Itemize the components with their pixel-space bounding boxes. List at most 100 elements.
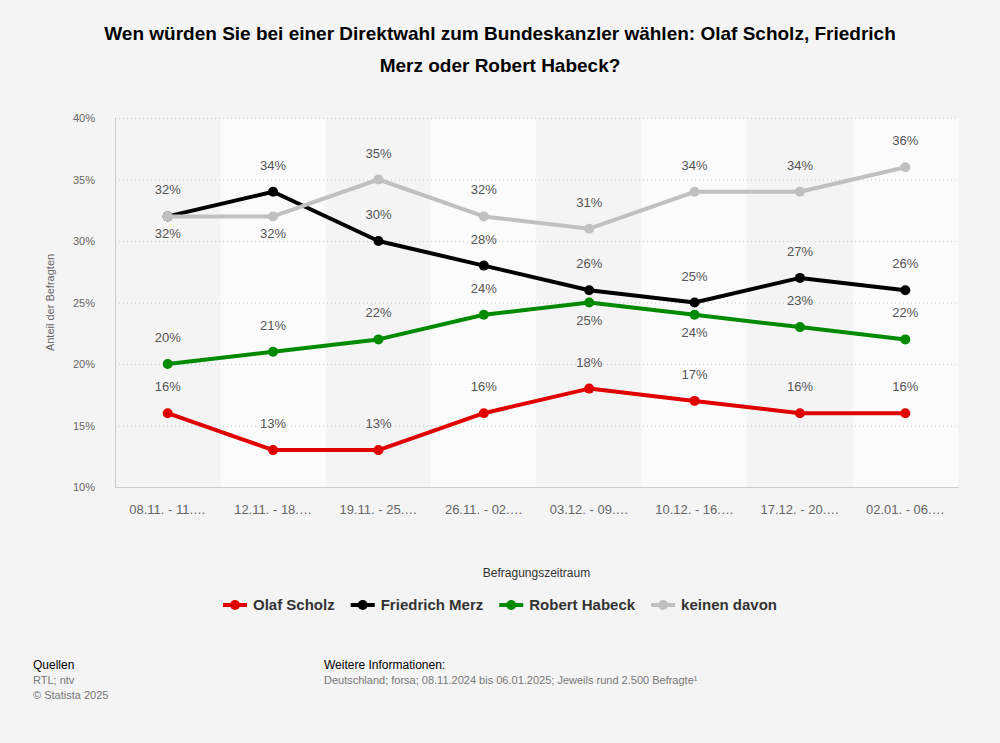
point — [690, 187, 700, 197]
chart: Wen würden Sie bei einer Direktwahl zum … — [0, 0, 1000, 743]
y-axis-title: Anteil der Befragten — [44, 254, 56, 351]
footer: QuellenRTL; ntv© Statista 2025Weitere In… — [33, 658, 698, 701]
data-label: 32% — [155, 226, 181, 241]
legend-item: Friedrich Merz — [351, 596, 484, 613]
data-label: 21% — [260, 318, 286, 333]
point — [268, 347, 278, 357]
data-label: 18% — [576, 355, 602, 370]
legend-item: Olaf Scholz — [223, 596, 335, 613]
x-tick-label: 26.11. - 02.… — [445, 502, 523, 517]
data-label: 30% — [365, 207, 391, 222]
legend-label: Robert Habeck — [529, 596, 636, 613]
grid-line — [115, 426, 958, 427]
legend-marker — [358, 600, 368, 610]
line — [168, 192, 906, 303]
data-label: 32% — [155, 182, 181, 197]
x-axis: 08.11. - 11.… 12.11. - 18.… 19.11. - 25.… 2… — [116, 487, 959, 517]
grid-line — [115, 487, 958, 488]
point — [268, 211, 278, 221]
data-label: 16% — [892, 379, 918, 394]
x-tick: 26.11. - 02.… — [445, 487, 523, 517]
point — [795, 187, 805, 197]
data-label: 24% — [682, 325, 708, 340]
y-tick: 25% — [73, 297, 958, 309]
data-label: 32% — [471, 182, 497, 197]
y-tick-label: 10% — [73, 481, 95, 493]
line — [168, 303, 906, 365]
x-tick: 17.12. - 20.… — [761, 487, 840, 517]
line — [168, 389, 906, 451]
x-tick-label: 17.12. - 20.… — [761, 502, 840, 517]
point — [690, 310, 700, 320]
band — [220, 118, 325, 487]
title-line: Merz oder Robert Habeck? — [380, 55, 621, 76]
line — [168, 167, 906, 229]
y-tick: 30% — [73, 235, 958, 247]
point — [268, 187, 278, 197]
x-axis-line — [116, 487, 959, 488]
data-label: 13% — [260, 416, 286, 431]
x-tick: 03.12. - 09.… — [550, 487, 629, 517]
y-tick-label: 25% — [73, 297, 95, 309]
legend-label: Friedrich Merz — [381, 596, 484, 613]
x-tick-label: 10.12. - 16.… — [655, 502, 734, 517]
data-label: 22% — [892, 305, 918, 320]
data-label: 24% — [471, 281, 497, 296]
data-label: 16% — [155, 379, 181, 394]
grid-line — [115, 364, 958, 365]
legend-item: Robert Habeck — [499, 596, 636, 613]
x-tick-label: 19.11. - 25.… — [340, 502, 418, 517]
legend-label: keinen davon — [681, 596, 777, 613]
point — [163, 211, 173, 221]
grid-line — [115, 303, 958, 304]
x-tick-label: 08.11. - 11.… — [129, 502, 206, 517]
source: RTL; ntv — [33, 674, 75, 686]
info: Deutschland; forsa; 08.11.2024 bis 06.01… — [324, 674, 698, 686]
band — [853, 118, 958, 487]
point — [479, 310, 489, 320]
bands — [115, 118, 958, 487]
info-title: Weitere Informationen: — [324, 658, 445, 672]
point — [479, 261, 489, 271]
data-label: 27% — [787, 244, 813, 259]
point — [690, 396, 700, 406]
legend-marker — [506, 600, 516, 610]
series — [163, 298, 911, 370]
point — [900, 285, 910, 295]
data-label: 31% — [576, 195, 602, 210]
data-labels: 16%32%20%32%13%34%21%32%13%30%22%35%16%2… — [155, 133, 919, 431]
y-tick-label: 40% — [73, 112, 95, 124]
data-label: 26% — [892, 256, 918, 271]
point — [584, 298, 594, 308]
y-tick-label: 15% — [73, 420, 95, 432]
point — [373, 236, 383, 246]
point — [373, 445, 383, 455]
y-tick: 10% — [73, 481, 958, 493]
data-label: 17% — [682, 367, 708, 382]
band — [537, 118, 642, 487]
x-axis-title: Befragungszeitraum — [483, 566, 590, 580]
title: Wen würden Sie bei einer Direktwahl zum … — [104, 23, 896, 76]
data-label: 22% — [365, 305, 391, 320]
title-line: Wen würden Sie bei einer Direktwahl zum … — [104, 23, 896, 44]
source-title: Quellen — [33, 658, 74, 672]
x-tick-label: 02.01. - 06.… — [866, 502, 945, 517]
legend: Olaf Scholz Friedrich Merz Robert Habeck ke… — [223, 596, 777, 613]
x-tick: 12.11. - 18.… — [234, 487, 312, 517]
data-label: 35% — [365, 146, 391, 161]
point — [795, 322, 805, 332]
point — [795, 273, 805, 283]
data-label: 25% — [576, 313, 602, 328]
x-tick: 19.11. - 25.… — [340, 487, 418, 517]
data-label: 32% — [260, 226, 286, 241]
point — [584, 384, 594, 394]
point — [479, 211, 489, 221]
x-tick: 10.12. - 16.… — [655, 487, 734, 517]
plot-area — [163, 162, 911, 455]
y-axis: 10%15%20%25%30%35%40% — [73, 112, 958, 493]
legend-marker — [658, 600, 668, 610]
point — [163, 408, 173, 418]
x-tick-label: 03.12. - 09.… — [550, 502, 629, 517]
y-tick-label: 30% — [73, 235, 95, 247]
point — [268, 445, 278, 455]
